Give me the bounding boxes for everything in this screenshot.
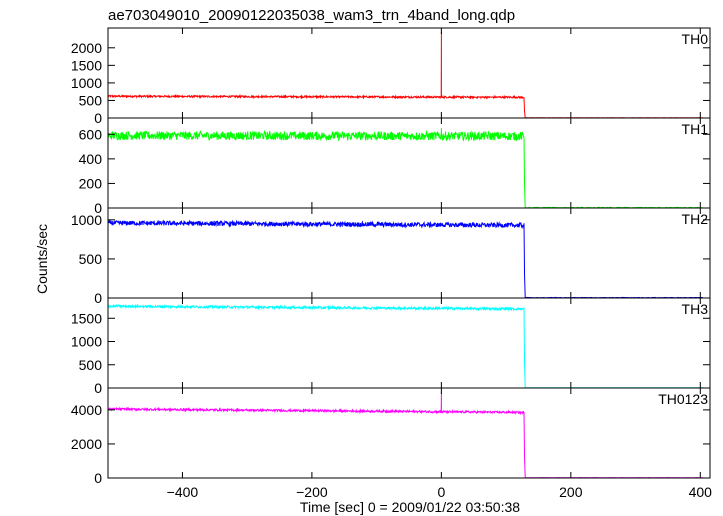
series-line-th1 — [107, 128, 703, 209]
series-line-th3 — [107, 303, 703, 389]
y-tick-label: 1500 — [71, 57, 102, 73]
y-tick-label: 1000 — [71, 75, 102, 91]
panel-th1: 0 200 400 600 TH1 — [79, 117, 711, 216]
y-tick-label: 0 — [94, 290, 102, 306]
chart-title: ae703049010_20090122035038_wam3_trn_4ban… — [108, 7, 515, 24]
y-tick-label: 500 — [79, 251, 103, 267]
y-tick-label: 500 — [79, 92, 103, 108]
y-tick-label: 400 — [79, 151, 103, 167]
panel-th2: 0 500 1000 TH2 — [71, 207, 711, 306]
series-line-th0123 — [107, 392, 703, 479]
panel-frame — [107, 117, 711, 209]
y-tick-label: 600 — [79, 126, 103, 142]
panel-frame — [107, 297, 711, 389]
panel-label: TH1 — [682, 121, 709, 137]
panel-frame — [107, 387, 711, 479]
x-tick-label: 200 — [559, 484, 583, 500]
x-tick-label: −400 — [167, 484, 199, 500]
panel-label: TH2 — [682, 211, 709, 227]
y-tick-label: 0 — [94, 200, 102, 216]
panel-th0123: 0 2000 4000 TH0123 — [71, 387, 711, 486]
series-line-th2 — [107, 219, 703, 299]
y-tick-label: 2000 — [71, 40, 102, 56]
y-tick-label: 0 — [94, 470, 102, 486]
y-tick-label: 0 — [94, 110, 102, 126]
panel-frame — [107, 27, 711, 119]
y-tick-label: 500 — [79, 357, 103, 373]
series-line-th0 — [107, 31, 703, 119]
x-tick-label: 400 — [689, 484, 713, 500]
y-tick-label: 4000 — [71, 402, 102, 418]
x-axis-label: Time [sec] 0 = 2009/01/22 03:50:38 — [300, 499, 520, 515]
panel-label: TH3 — [682, 301, 709, 317]
y-axis-label: Counts/sec — [34, 224, 50, 294]
y-tick-label: 1000 — [71, 334, 102, 350]
x-tick-label: −200 — [296, 484, 328, 500]
panel-label: TH0123 — [658, 391, 708, 407]
panel-th3: 0 500 1000 1500 TH3 — [71, 297, 711, 396]
y-tick-label: 1000 — [71, 212, 102, 228]
y-tick-label: 0 — [94, 380, 102, 396]
panel-label: TH0 — [682, 31, 709, 47]
y-tick-label: 2000 — [71, 436, 102, 452]
y-tick-label: 200 — [79, 175, 103, 191]
y-tick-label: 1500 — [71, 310, 102, 326]
x-tick-label: 0 — [437, 484, 445, 500]
